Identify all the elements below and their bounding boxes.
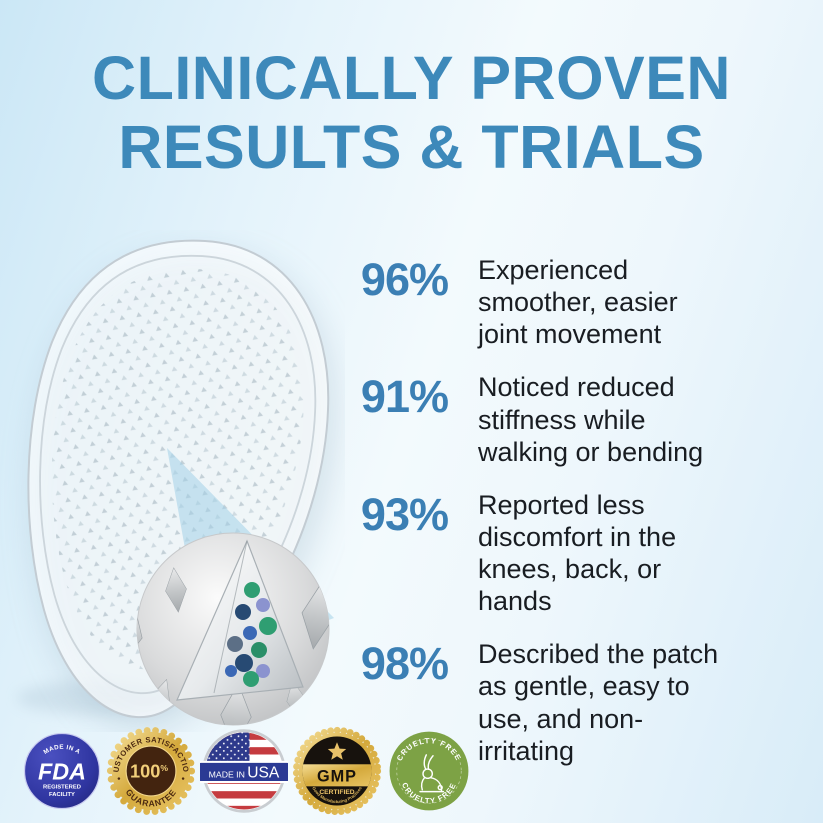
- usa-banner-label: MADE IN USA: [209, 764, 280, 781]
- stat-value: 93%: [360, 488, 449, 540]
- stat-value: 91%: [360, 371, 449, 423]
- star-icon: [327, 742, 347, 760]
- stat-description: Noticed reduced stiffness while walking …: [478, 372, 704, 467]
- badge-made-in-usa: MADE IN USA: [200, 729, 288, 813]
- stat-value: 96%: [360, 254, 449, 305]
- stat-row-3: 93% Reported less discomfort in the knee…: [336, 489, 796, 618]
- stat-description: Experienced smoother, easier joint movem…: [478, 255, 678, 350]
- gmp-sub-text: CERTIFIED: [319, 789, 354, 796]
- stat-value: 98%: [360, 638, 449, 690]
- badge-satisfaction: CUSTOMER SATISFACTION 100% GUARANTEE: [105, 723, 196, 816]
- stat-row-4: 98% Described the patch as gentle, easy …: [336, 638, 796, 767]
- page-title: CLINICALLY PROVEN RESULTS & TRIALS: [0, 44, 823, 182]
- stat-description: Reported less discomfort in the knees, b…: [478, 489, 677, 617]
- fda-sub1-text: REGISTERED: [43, 785, 81, 791]
- fda-main-text: FDA: [38, 758, 86, 784]
- rabbit-icon: [419, 754, 445, 793]
- satisfaction-value: 100%: [130, 762, 168, 782]
- gel-cone-with-molecules: [176, 539, 304, 701]
- stats-list: 96% Experienced smoother, easier joint m…: [336, 254, 796, 767]
- molecule-dots: [225, 582, 277, 687]
- gel-patch-illustration: [17, 239, 334, 726]
- badge-fda: MADE IN A FDA REGISTERED FACILITY: [23, 732, 101, 810]
- magnifier-circle: [136, 532, 330, 726]
- fda-sub2-text: FACILITY: [49, 792, 75, 798]
- stat-row-2: 91% Noticed reduced stiffness while walk…: [336, 371, 796, 467]
- gmp-main-text: GMP: [317, 768, 357, 786]
- stat-description: Described the patch as gentle, easy to u…: [478, 639, 719, 766]
- badge-gmp: GMP CERTIFIED Good Manufacturing Practic…: [292, 726, 382, 816]
- headline-line-1: CLINICALLY PROVEN: [92, 44, 731, 112]
- certification-badges: MADE IN A FDA REGISTERED FACILITY CUSTOM…: [22, 723, 472, 819]
- badge-cruelty-free: CRUELTY FREE CRUELTY FREE: [389, 731, 469, 811]
- headline-line-2: RESULTS & TRIALS: [118, 112, 705, 181]
- stat-row-1: 96% Experienced smoother, easier joint m…: [336, 254, 796, 350]
